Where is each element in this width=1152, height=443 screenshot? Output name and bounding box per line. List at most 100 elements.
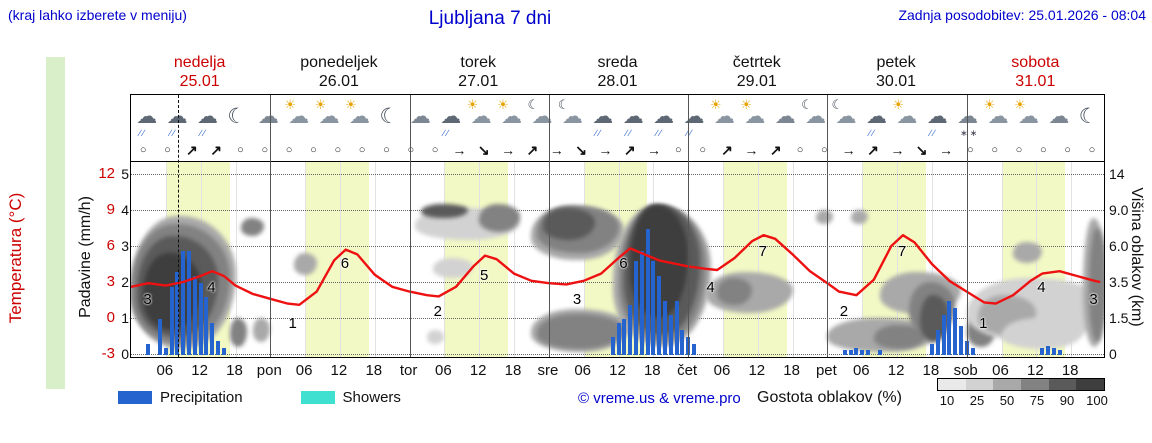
temperature-value-label: 6 bbox=[619, 255, 628, 272]
day-header-cell: nedelja 25.01 bbox=[130, 53, 269, 91]
temperature-value-label: 4 bbox=[207, 279, 216, 296]
day-date: 31.01 bbox=[1015, 73, 1056, 91]
x-axis-tick: sre bbox=[537, 362, 559, 379]
x-axis-tick: 12 bbox=[887, 362, 905, 379]
day-name: sreda bbox=[597, 54, 638, 71]
rain-icon: ☁ ∕∕ bbox=[133, 98, 159, 138]
icon-slot: ☾ ☁ bbox=[526, 95, 556, 139]
icon-slot: ☾ bbox=[374, 95, 404, 139]
rain-icon: ☁ ∕∕ bbox=[650, 98, 676, 138]
temperature-tick: -3 bbox=[101, 345, 115, 362]
x-axis-tick: 12 bbox=[330, 362, 348, 379]
wind-barb-icon: ↗ bbox=[623, 142, 636, 158]
precipitation-bar bbox=[877, 349, 882, 355]
wind-barb-icon: → bbox=[501, 142, 516, 158]
cloud-area bbox=[293, 253, 317, 275]
rain-icon: ☁ ∕∕ bbox=[194, 98, 220, 138]
cloud-scale-labels: 10 25 50 75 90 100 bbox=[932, 391, 1112, 408]
icon-slot: ☾ ☁ bbox=[800, 95, 830, 139]
icon-slot: ☁ ∕∕ bbox=[648, 95, 678, 139]
precipitation-bar bbox=[860, 349, 865, 355]
temperature-value-label: 2 bbox=[433, 303, 442, 320]
x-axis-tick: 18 bbox=[226, 362, 243, 379]
icon-slot: ☀ ☁ bbox=[344, 95, 374, 139]
night-icon: ☾ bbox=[224, 98, 250, 136]
day-boundary-line bbox=[688, 95, 690, 357]
wind-barb-icon: → bbox=[549, 142, 564, 158]
icon-glyph: ☁ bbox=[501, 105, 523, 128]
rain-icon: ☁ ∕∕ bbox=[589, 98, 615, 138]
icon-glyph: ☾ bbox=[379, 105, 399, 128]
calm-wind-icon: ○ bbox=[1088, 144, 1096, 156]
temperature-tick: 6 bbox=[106, 237, 115, 254]
icon-accent: ☀ bbox=[466, 97, 479, 112]
precipitation-bar bbox=[633, 261, 638, 355]
precipitation-bar bbox=[935, 329, 940, 355]
partly-icon: ☀ ☁ bbox=[892, 98, 919, 136]
precipitation-tick: 5 bbox=[121, 166, 129, 182]
icon-slot: ☀ ☁ bbox=[1013, 95, 1043, 139]
icon-glyph: ☁ bbox=[136, 105, 158, 128]
rain-icon: ☁ ∕∕ bbox=[437, 98, 463, 138]
precipitation-bar bbox=[1051, 347, 1056, 355]
icon-precip-marks: ∗∗ bbox=[960, 128, 980, 138]
cloud-area bbox=[1001, 318, 1083, 350]
icon-precip-marks: ∕∕ bbox=[625, 128, 633, 138]
icon-slot: ☁ ∕∕ bbox=[678, 95, 708, 139]
calm-wind-icon: ○ bbox=[1064, 144, 1071, 156]
cloud-area bbox=[427, 330, 445, 345]
icon-accent: ☾ bbox=[831, 97, 844, 112]
wind-barb-icon: ↘ bbox=[575, 142, 587, 158]
icon-slot: ☀ ☁ bbox=[496, 95, 526, 139]
night-cloud-icon: ☾ ☁ bbox=[831, 97, 859, 136]
cloud-area bbox=[432, 257, 474, 278]
icon-glyph: ☁ bbox=[592, 105, 614, 128]
day-name: torek bbox=[460, 54, 496, 71]
cloud-scale-value: 100 bbox=[1086, 393, 1108, 408]
grid-vline bbox=[862, 162, 864, 357]
cloud-area bbox=[1013, 242, 1043, 264]
icon-accent: ☀ bbox=[983, 97, 996, 112]
day-name: ponedeljek bbox=[300, 54, 378, 71]
x-axis-tick: 18 bbox=[504, 362, 522, 379]
icon-glyph: ☁ bbox=[896, 105, 918, 128]
wind-barb-icon: ↗ bbox=[867, 142, 879, 158]
x-axis-tick: 18 bbox=[643, 362, 661, 379]
icon-precip-marks: ∕∕ bbox=[200, 128, 208, 138]
cloud-icon: ☁ bbox=[407, 98, 433, 136]
icon-glyph: ☁ bbox=[1048, 105, 1070, 128]
icon-precip-marks: ∕∕ bbox=[139, 128, 147, 138]
temperature-value-label: 7 bbox=[897, 243, 907, 260]
day-date: 28.01 bbox=[597, 73, 638, 91]
gridline bbox=[131, 210, 1104, 211]
icon-glyph: ☁ bbox=[805, 105, 827, 128]
plot-area: 3 4 1 6 2 5 3 6 4 7 2 7 1 4 3 bbox=[131, 161, 1104, 357]
credit-link[interactable]: © vreme.us & vreme.pro bbox=[578, 390, 741, 407]
icon-precip-marks: ∕∕ bbox=[595, 128, 603, 138]
precipitation-bar bbox=[1046, 346, 1050, 355]
day-date: 30.01 bbox=[876, 73, 917, 91]
rain-icon: ☁ ∕∕ bbox=[164, 98, 190, 138]
cloud-height-tick: 9.0 bbox=[1109, 202, 1129, 218]
night-cloud-icon: ☾ ☁ bbox=[801, 98, 828, 136]
calm-wind-icon: ○ bbox=[991, 144, 998, 156]
icon-glyph: ☁ bbox=[561, 105, 583, 128]
calm-wind-icon: ○ bbox=[1039, 144, 1047, 156]
day-header-cell: torek 27.01 bbox=[409, 53, 548, 91]
precipitation-legend-label: Precipitation bbox=[160, 389, 243, 406]
temperature-value-label: 1 bbox=[979, 315, 988, 332]
precipitation-bar bbox=[953, 308, 958, 355]
icon-glyph: ☁ bbox=[470, 105, 492, 128]
precipitation-tick: 3 bbox=[121, 238, 129, 254]
x-axis-tick: 18 bbox=[365, 362, 383, 379]
precipitation-bar bbox=[691, 344, 696, 355]
partly-icon: ☀ ☁ bbox=[466, 97, 494, 136]
wind-barb-icon: → bbox=[598, 142, 613, 158]
wind-barb-icon: ↘ bbox=[915, 142, 928, 158]
temperature-value-label: 7 bbox=[758, 243, 767, 260]
x-axis-tick: 06 bbox=[852, 362, 870, 379]
icon-accent: ☀ bbox=[284, 97, 296, 112]
precipitation-bar bbox=[848, 349, 853, 355]
current-time-line bbox=[178, 95, 179, 357]
